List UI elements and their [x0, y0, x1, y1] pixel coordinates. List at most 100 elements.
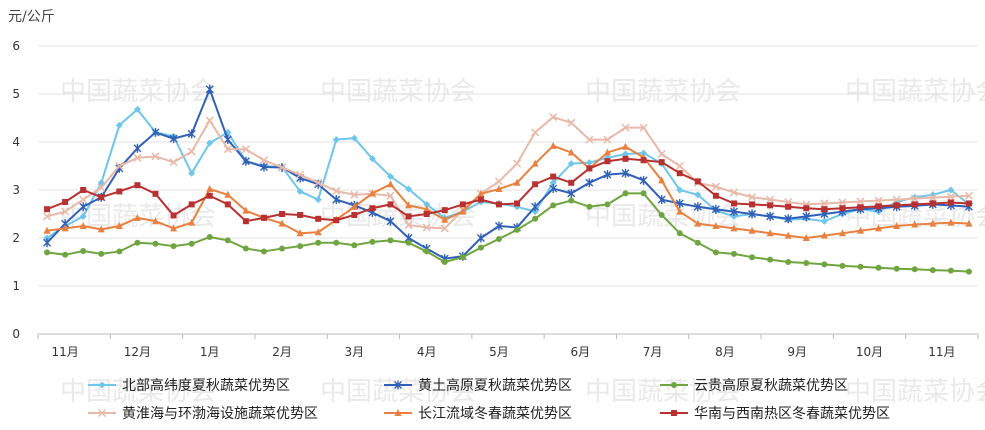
- data-point: [333, 239, 340, 246]
- data-point: [803, 205, 810, 212]
- series-3: [44, 190, 972, 275]
- data-point: [314, 196, 322, 204]
- data-point: [820, 217, 828, 225]
- data-point: [875, 264, 882, 271]
- y-tick-label: 2: [12, 231, 20, 245]
- y-tick-label: 3: [12, 183, 20, 197]
- data-point: [259, 156, 268, 165]
- data-point: [856, 197, 865, 206]
- data-point: [802, 234, 810, 241]
- data-point: [404, 221, 413, 230]
- data-point: [549, 113, 558, 122]
- data-point: [333, 217, 340, 224]
- data-point: [477, 196, 484, 203]
- data-point: [947, 267, 954, 274]
- data-point: [693, 202, 702, 212]
- data-point: [838, 229, 846, 237]
- x-tick-label: 4月: [417, 345, 437, 359]
- data-point: [97, 225, 105, 233]
- data-point: [658, 211, 665, 218]
- data-point: [622, 150, 629, 158]
- data-point: [639, 175, 648, 185]
- data-point: [152, 217, 159, 225]
- data-point: [658, 176, 666, 184]
- data-point: [604, 201, 611, 208]
- data-point: [116, 248, 123, 255]
- data-point: [875, 224, 883, 232]
- data-point: [892, 195, 901, 204]
- data-point: [152, 190, 159, 197]
- data-point: [748, 209, 757, 219]
- data-point: [169, 158, 178, 167]
- legend-marker: [671, 382, 677, 388]
- data-point: [640, 190, 647, 197]
- data-point: [639, 123, 648, 132]
- data-point: [205, 116, 214, 125]
- data-point: [151, 152, 160, 161]
- data-point: [223, 145, 232, 154]
- x-tick-label: 10月: [856, 345, 883, 359]
- data-point: [170, 224, 178, 232]
- data-point: [820, 199, 829, 208]
- data-point: [658, 159, 665, 166]
- data-point: [152, 240, 159, 247]
- data-point: [640, 157, 647, 164]
- data-point: [839, 262, 846, 269]
- y-tick-label: 5: [12, 87, 20, 101]
- data-point: [242, 218, 249, 225]
- data-point: [513, 159, 522, 168]
- data-point: [206, 139, 214, 147]
- data-point: [79, 195, 88, 204]
- data-point: [368, 155, 376, 163]
- data-point: [928, 193, 937, 202]
- data-point: [567, 160, 575, 168]
- series-2: [43, 84, 973, 264]
- data-point: [893, 222, 901, 229]
- data-point: [766, 195, 775, 204]
- data-point: [80, 247, 87, 254]
- data-point: [79, 212, 87, 220]
- data-point: [297, 211, 304, 218]
- data-point: [187, 147, 196, 156]
- data-point: [241, 145, 250, 154]
- series-4: [43, 113, 973, 233]
- y-tick-label: 4: [12, 135, 20, 149]
- data-point: [730, 212, 738, 220]
- legend-entry: 华南与西南热区冬春蔬菜优势区: [660, 406, 890, 422]
- data-point: [784, 214, 793, 224]
- data-point: [729, 207, 738, 217]
- legend-label: 长江流域冬春蔬菜优势区: [418, 406, 572, 422]
- data-point: [857, 263, 864, 270]
- data-point: [766, 211, 775, 221]
- data-point: [314, 228, 322, 236]
- data-point: [279, 211, 286, 217]
- watermark-text: 中国蔬菜协会: [845, 377, 985, 407]
- y-tick-label: 0: [12, 327, 20, 341]
- series-line: [46, 144, 970, 239]
- data-point: [134, 182, 141, 189]
- data-point: [224, 237, 231, 244]
- data-point: [694, 239, 701, 246]
- data-point: [387, 173, 394, 181]
- legend-marker: [98, 381, 106, 389]
- data-point: [278, 163, 287, 172]
- data-point: [657, 149, 666, 159]
- data-point: [422, 223, 431, 232]
- series-5: [43, 141, 973, 241]
- data-point: [387, 201, 394, 208]
- data-point: [62, 199, 69, 205]
- data-point: [477, 189, 485, 197]
- data-point: [911, 220, 919, 228]
- x-tick-label: 11月: [51, 345, 78, 359]
- data-point: [495, 201, 502, 208]
- data-point: [603, 148, 611, 156]
- data-point: [640, 149, 648, 157]
- data-point: [550, 202, 557, 209]
- data-point: [838, 198, 847, 207]
- y-unit-label: 元/公斤: [8, 9, 55, 25]
- data-point: [929, 200, 936, 207]
- data-point: [61, 224, 69, 232]
- data-point: [350, 134, 358, 142]
- data-point: [550, 173, 557, 180]
- data-point: [133, 153, 142, 162]
